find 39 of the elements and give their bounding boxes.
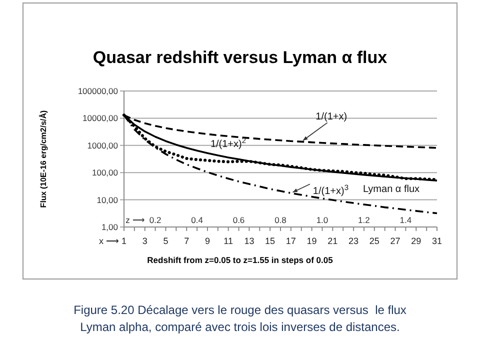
x-tick-label: 31 bbox=[432, 236, 442, 246]
x-tick-label: 19 bbox=[306, 236, 317, 246]
x-tick-label: 29 bbox=[411, 236, 422, 246]
x-tick-label: 25 bbox=[369, 236, 380, 246]
x2-tick-label: 1.2 bbox=[358, 215, 370, 225]
x2-tick-label: 0.4 bbox=[191, 215, 204, 225]
x2-tick-label: 0.2 bbox=[149, 215, 162, 225]
caption: Figure 5.20 Décalage vers le rouge des quasars versus le flux Lyman alpha, comparé avec trois lois inverses de distances. bbox=[74, 303, 406, 334]
x-tick-label: 17 bbox=[286, 236, 296, 246]
y-tick-label: 100,00 bbox=[92, 168, 118, 178]
y-tick-label: 1,00 bbox=[101, 222, 118, 232]
series-label: 1/(1+x) bbox=[316, 112, 348, 123]
x2-axis-title: z ⟶ bbox=[126, 215, 146, 225]
x-axis-title: Redshift from z=0.05 to z=1.55 in steps of 0.05 bbox=[147, 255, 334, 265]
x-tick-label: 27 bbox=[390, 236, 400, 246]
x2-tick-label: 1.0 bbox=[316, 215, 328, 225]
x-tick-label: 7 bbox=[184, 236, 190, 246]
x-tick-label: 1 bbox=[121, 236, 127, 246]
x-tick-label: 15 bbox=[265, 236, 276, 246]
x-tick-label: 3 bbox=[142, 236, 148, 246]
y-tick-label: 1000,00 bbox=[87, 140, 118, 150]
chart-title: Quasar redshift versus Lyman α flux bbox=[92, 48, 388, 67]
y-axis-title: Flux (10E-16 erg/cm2/s/Å) bbox=[38, 110, 48, 208]
y-tick-label: 100000,00 bbox=[78, 86, 118, 96]
x2-tick-label: 0.6 bbox=[232, 215, 245, 225]
x-tick-label: 5 bbox=[163, 236, 168, 246]
y-tick-label: 10,00 bbox=[96, 194, 118, 205]
x-tick-label: 23 bbox=[348, 236, 359, 246]
x-tick-label: 11 bbox=[224, 236, 234, 246]
x-tick-label: 13 bbox=[244, 236, 254, 246]
text: x ⟶ bbox=[98, 236, 119, 246]
x-tick-label: 21 bbox=[328, 236, 338, 246]
series-label: Lyman α flux bbox=[362, 184, 420, 195]
series-label: 1/(1+x)$^{2}$ bbox=[210, 136, 246, 150]
x2-tick-label: 0.8 bbox=[274, 215, 287, 225]
series-label: 1/(1+x)$^{3}$ bbox=[312, 182, 349, 198]
x-tick-label: 9 bbox=[204, 236, 210, 246]
y-tick-label: 10000,00 bbox=[82, 113, 118, 124]
x2-tick-label: 1.4 bbox=[400, 215, 412, 225]
